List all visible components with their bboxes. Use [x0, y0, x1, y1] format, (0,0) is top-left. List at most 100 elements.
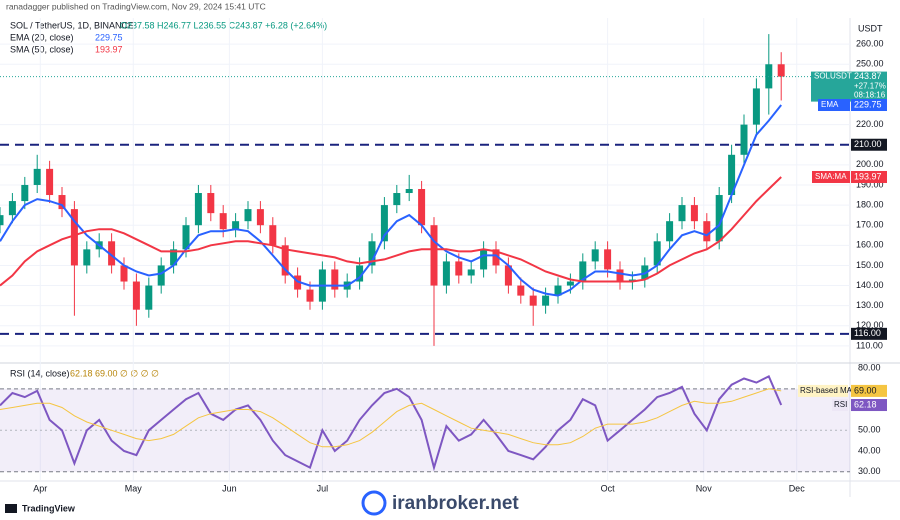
x-tick-label: Dec [789, 483, 806, 493]
candle-body [70, 209, 78, 266]
y-tick-label: 220.00 [856, 119, 884, 129]
candle-body [604, 249, 612, 270]
rsi-value-box [851, 399, 887, 412]
candle-body [380, 205, 388, 242]
candle-body [145, 285, 153, 310]
candle-body [467, 269, 475, 276]
series-name-label: EMA [821, 100, 839, 109]
candle-body [8, 201, 16, 216]
series-value-box [851, 170, 887, 183]
series-name-box [818, 99, 850, 112]
candle-body [728, 154, 736, 196]
candle-body [194, 193, 202, 226]
x-tick-label: Apr [33, 483, 47, 493]
ma-line [0, 176, 782, 287]
rsi-legend-values: 62.18 69.00 ∅ ∅ ∅ ∅ [70, 368, 159, 378]
candle-body [256, 209, 264, 226]
publisher: ranadagger published on TradingView.com,… [6, 1, 266, 11]
legend-ema-value: 229.75 [95, 32, 123, 42]
candle-body [579, 261, 587, 282]
candle-body [108, 241, 116, 266]
rsi-tick-label: 50.00 [858, 425, 881, 435]
candle-body [306, 289, 314, 302]
candle-body [170, 249, 178, 266]
candle-body [703, 221, 711, 242]
level-label-box [851, 138, 887, 151]
rsi-value-label: 62.18 [854, 399, 877, 409]
y-tick-label: 120.00 [856, 320, 884, 330]
y-tick-label: 110.00 [856, 340, 883, 350]
footer-logo: TradingView [22, 503, 76, 513]
x-tick-label: Nov [696, 483, 713, 493]
rsi-name-box [798, 384, 848, 397]
candle-body [83, 249, 91, 266]
candle-body [356, 265, 364, 282]
rsi-tick-label: 30.00 [858, 466, 881, 476]
level-label-box [851, 327, 887, 340]
candle-body [58, 195, 66, 210]
y-tick-label: 170.00 [856, 220, 884, 230]
y-tick-label: 160.00 [856, 240, 884, 250]
candle-body [666, 221, 674, 242]
candle-body [715, 195, 723, 242]
candle-body [418, 188, 426, 226]
series-value-label: 229.75 [854, 99, 882, 109]
y-tick-label: 140.00 [856, 280, 884, 290]
candle-body [554, 285, 562, 296]
candle-body [430, 225, 438, 286]
watermark-text: iranbroker.net [392, 493, 519, 514]
candle-body [678, 205, 686, 222]
candle-body [46, 168, 54, 196]
candle-body [517, 285, 525, 296]
last-price-change: +27.17% [854, 82, 886, 91]
candle-body [393, 193, 401, 206]
candle-body [442, 261, 450, 286]
series-value-box [851, 99, 887, 112]
level-label: 210.00 [854, 139, 882, 149]
candle-body [591, 249, 599, 262]
candle-body [752, 88, 760, 125]
level-label: 116.00 [854, 328, 881, 338]
y-tick-label: 180.00 [856, 199, 884, 209]
candle-body [331, 269, 339, 290]
legend-ema: EMA (20, close) [10, 32, 74, 42]
x-tick-label: Jul [317, 483, 329, 493]
y-tick-label: 130.00 [856, 300, 884, 310]
candle-body [207, 193, 215, 214]
rsi-tick-label: 80.00 [858, 362, 881, 372]
last-price-countdown: 08:18:16 [854, 91, 886, 100]
candle-body [405, 188, 413, 194]
candle-body [455, 261, 463, 276]
candle-body [368, 241, 376, 266]
y-tick-label: 250.00 [856, 59, 884, 69]
rsi-name-box [832, 399, 848, 412]
candle-body [132, 281, 140, 310]
ohlc: O237.58 H246.77 L236.55 C243.87 +6.28 (+… [120, 20, 327, 30]
series-name-label: SMA:MA [815, 172, 847, 181]
last-price-name: SOLUSDT [814, 72, 852, 81]
candle-body [566, 281, 574, 286]
candle-body [777, 64, 785, 77]
rsi-tick-label: 40.00 [858, 445, 881, 455]
rsi-title: RSI (14, close) [10, 368, 70, 378]
candle-body [542, 295, 550, 306]
candle-body [740, 124, 748, 155]
candle-body [653, 241, 661, 266]
candle-body [480, 249, 488, 270]
rsi-line [0, 375, 783, 472]
rsi-name-label: RSI [834, 400, 847, 409]
candle-body [21, 184, 29, 202]
watermark-icon [361, 490, 387, 516]
chart-title: SOL / TetherUS, 1D, BINANCE [10, 20, 134, 30]
axis-unit: USDT [858, 23, 883, 33]
candle-body [529, 295, 537, 306]
candle-body [269, 225, 277, 246]
watermark: iranbroker.net [361, 490, 519, 516]
candle-body [120, 265, 128, 282]
candle-body [616, 269, 624, 282]
candle-body [219, 213, 227, 230]
y-tick-label: 260.00 [856, 39, 884, 49]
rsi-line [0, 388, 782, 448]
x-tick-label: Oct [601, 483, 616, 493]
